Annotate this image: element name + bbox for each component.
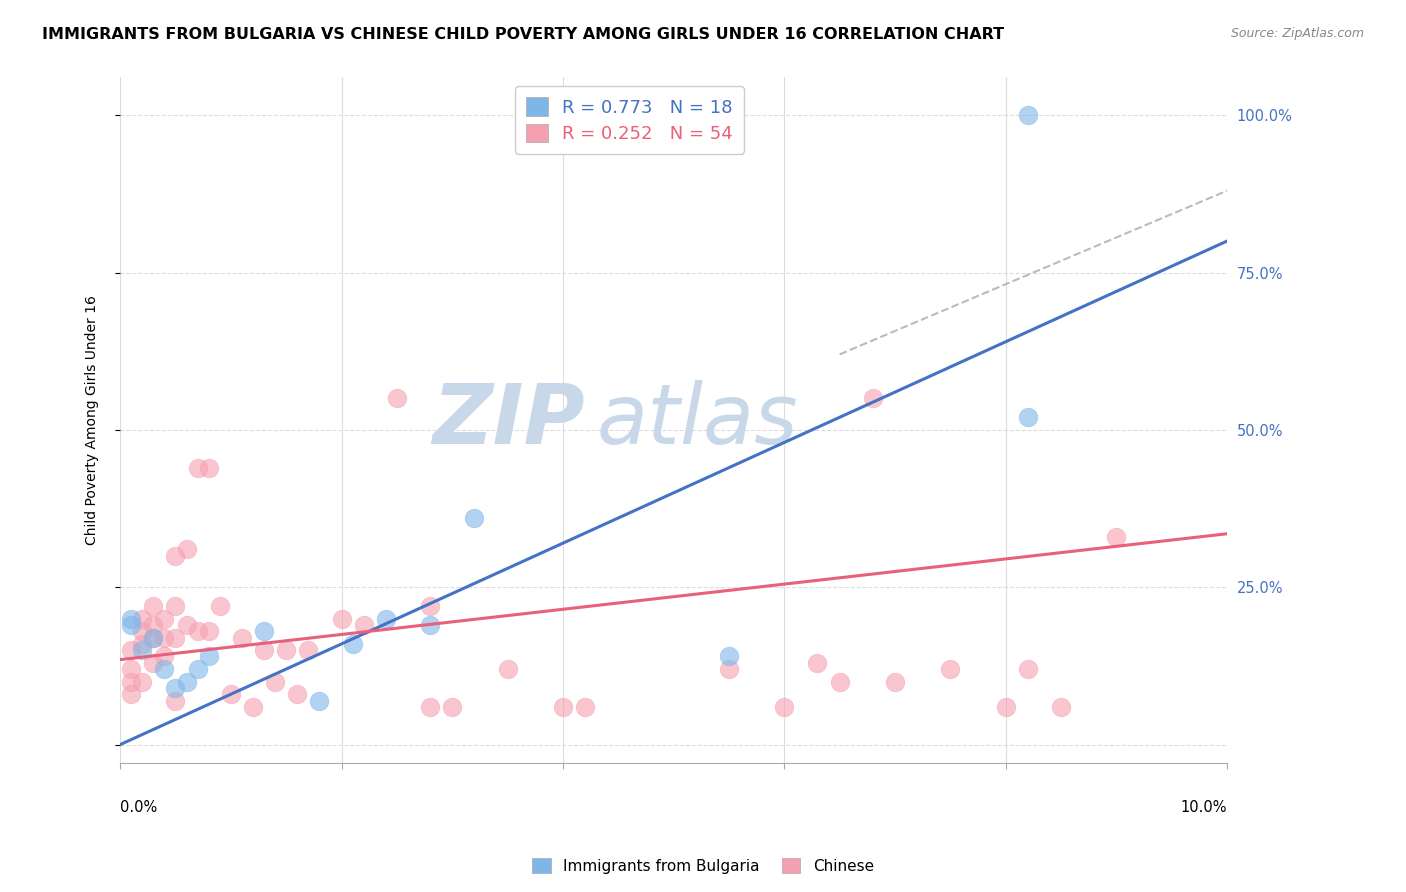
Point xyxy=(131,643,153,657)
Point xyxy=(142,618,165,632)
Point xyxy=(197,624,219,639)
Point xyxy=(297,643,319,657)
Point xyxy=(574,699,596,714)
Point xyxy=(153,631,176,645)
Legend: Immigrants from Bulgaria, Chinese: Immigrants from Bulgaria, Chinese xyxy=(526,852,880,880)
Point xyxy=(176,542,198,557)
Text: Source: ZipAtlas.com: Source: ZipAtlas.com xyxy=(1230,27,1364,40)
Point xyxy=(463,511,485,525)
Point xyxy=(165,681,187,695)
Point xyxy=(862,392,884,406)
Point xyxy=(1017,410,1039,425)
Point xyxy=(131,674,153,689)
Point xyxy=(253,624,276,639)
Point xyxy=(419,618,441,632)
Text: ZIP: ZIP xyxy=(433,380,585,461)
Point xyxy=(176,674,198,689)
Point xyxy=(208,599,231,614)
Point xyxy=(131,637,153,651)
Point xyxy=(1017,662,1039,676)
Point xyxy=(197,460,219,475)
Point xyxy=(884,674,907,689)
Point xyxy=(496,662,519,676)
Point xyxy=(153,612,176,626)
Text: 0.0%: 0.0% xyxy=(120,799,157,814)
Point xyxy=(308,693,330,707)
Point xyxy=(165,549,187,563)
Point xyxy=(187,624,209,639)
Point xyxy=(165,693,187,707)
Point xyxy=(176,618,198,632)
Point xyxy=(419,599,441,614)
Point xyxy=(187,460,209,475)
Point xyxy=(285,687,308,701)
Point xyxy=(120,618,142,632)
Point xyxy=(142,631,165,645)
Legend: R = 0.773   N = 18, R = 0.252   N = 54: R = 0.773 N = 18, R = 0.252 N = 54 xyxy=(515,87,744,154)
Point xyxy=(219,687,242,701)
Point xyxy=(828,674,851,689)
Text: IMMIGRANTS FROM BULGARIA VS CHINESE CHILD POVERTY AMONG GIRLS UNDER 16 CORRELATI: IMMIGRANTS FROM BULGARIA VS CHINESE CHIL… xyxy=(42,27,1004,42)
Point xyxy=(994,699,1017,714)
Text: atlas: atlas xyxy=(596,380,797,461)
Point xyxy=(1017,108,1039,122)
Point xyxy=(153,649,176,664)
Point xyxy=(342,637,364,651)
Point xyxy=(142,656,165,670)
Point xyxy=(165,631,187,645)
Point xyxy=(153,662,176,676)
Point xyxy=(197,649,219,664)
Point xyxy=(253,643,276,657)
Point xyxy=(717,649,740,664)
Point xyxy=(806,656,828,670)
Point xyxy=(773,699,796,714)
Point xyxy=(1105,530,1128,544)
Point xyxy=(419,699,441,714)
Text: 10.0%: 10.0% xyxy=(1181,799,1227,814)
Point xyxy=(551,699,574,714)
Point xyxy=(120,687,142,701)
Point xyxy=(120,612,142,626)
Point xyxy=(142,631,165,645)
Point xyxy=(276,643,298,657)
Point xyxy=(264,674,287,689)
Point xyxy=(131,624,153,639)
Point xyxy=(441,699,464,714)
Point xyxy=(374,612,396,626)
Point xyxy=(242,699,264,714)
Point xyxy=(231,631,253,645)
Point xyxy=(187,662,209,676)
Point xyxy=(120,674,142,689)
Point xyxy=(142,599,165,614)
Point xyxy=(939,662,962,676)
Y-axis label: Child Poverty Among Girls Under 16: Child Poverty Among Girls Under 16 xyxy=(86,295,100,545)
Point xyxy=(717,662,740,676)
Point xyxy=(330,612,353,626)
Point xyxy=(120,662,142,676)
Point xyxy=(131,612,153,626)
Point xyxy=(1050,699,1073,714)
Point xyxy=(120,643,142,657)
Point xyxy=(353,618,375,632)
Point xyxy=(385,392,408,406)
Point xyxy=(165,599,187,614)
